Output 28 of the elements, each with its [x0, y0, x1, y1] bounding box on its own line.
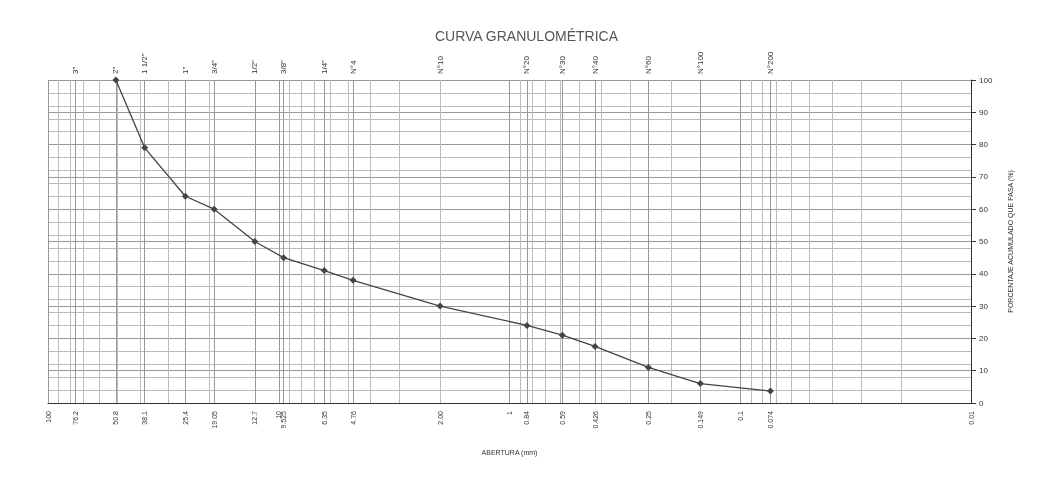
text: N°60	[643, 55, 653, 74]
y-tick-label: 100	[979, 75, 993, 85]
y-tick-label: 50	[979, 237, 989, 246]
text: N°20	[522, 55, 532, 74]
y-tick-label: 20	[979, 333, 989, 343]
text: 3"	[70, 66, 80, 74]
text: 1/2"	[250, 59, 260, 74]
y-tick-label: 40	[979, 269, 989, 279]
y-tick-label: 10	[979, 366, 989, 376]
text: N°100	[695, 51, 705, 74]
text: N°200	[765, 51, 775, 74]
y-tick-label: 60	[979, 204, 989, 214]
text: N°4	[348, 60, 358, 74]
text: 1"	[180, 66, 190, 74]
chart-title: CURVA GRANULOMÉTRICA	[434, 28, 619, 44]
y-tick-label: 0	[979, 398, 984, 408]
y-tick-label: 80	[979, 140, 989, 150]
text: 2"	[111, 66, 121, 74]
y-tick-label: 30	[979, 301, 989, 311]
text: 1 1/2"	[140, 53, 150, 74]
text: N°30	[557, 55, 567, 74]
text: N°10	[435, 55, 445, 74]
y-tick-label: 90	[979, 107, 989, 117]
text: 3/4"	[209, 59, 219, 74]
y-tick-label: 70	[979, 172, 989, 182]
text: N°40	[590, 55, 600, 74]
text: 3/8"	[279, 59, 289, 74]
text: 1/4"	[319, 59, 329, 74]
